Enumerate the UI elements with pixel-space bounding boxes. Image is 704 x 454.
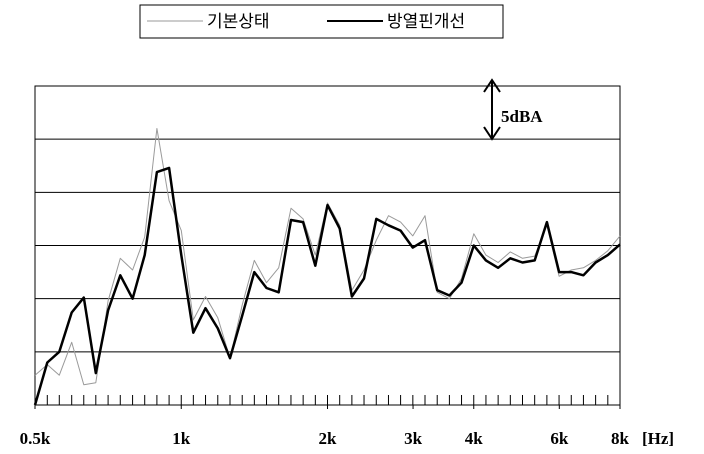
x-tick-label: 2k: [319, 429, 338, 448]
annotation: 5dBA: [501, 107, 543, 126]
x-tick-label: 4k: [465, 429, 484, 448]
x-tick-label: 6k: [550, 429, 569, 448]
x-axis-label: [Hz]: [642, 429, 674, 448]
arrow-head: [483, 126, 501, 141]
series-line: [33, 166, 621, 406]
x-tick-label: 8k: [611, 429, 630, 448]
arrow-head: [483, 78, 501, 93]
x-tick-label: 3k: [404, 429, 423, 448]
legend-label: 기본상태: [207, 12, 270, 32]
x-tick-label: 0.5k: [20, 429, 51, 448]
series-line: [34, 128, 621, 386]
legend-label: 방열핀개선: [387, 12, 465, 32]
x-tick-label: 1k: [172, 429, 191, 448]
